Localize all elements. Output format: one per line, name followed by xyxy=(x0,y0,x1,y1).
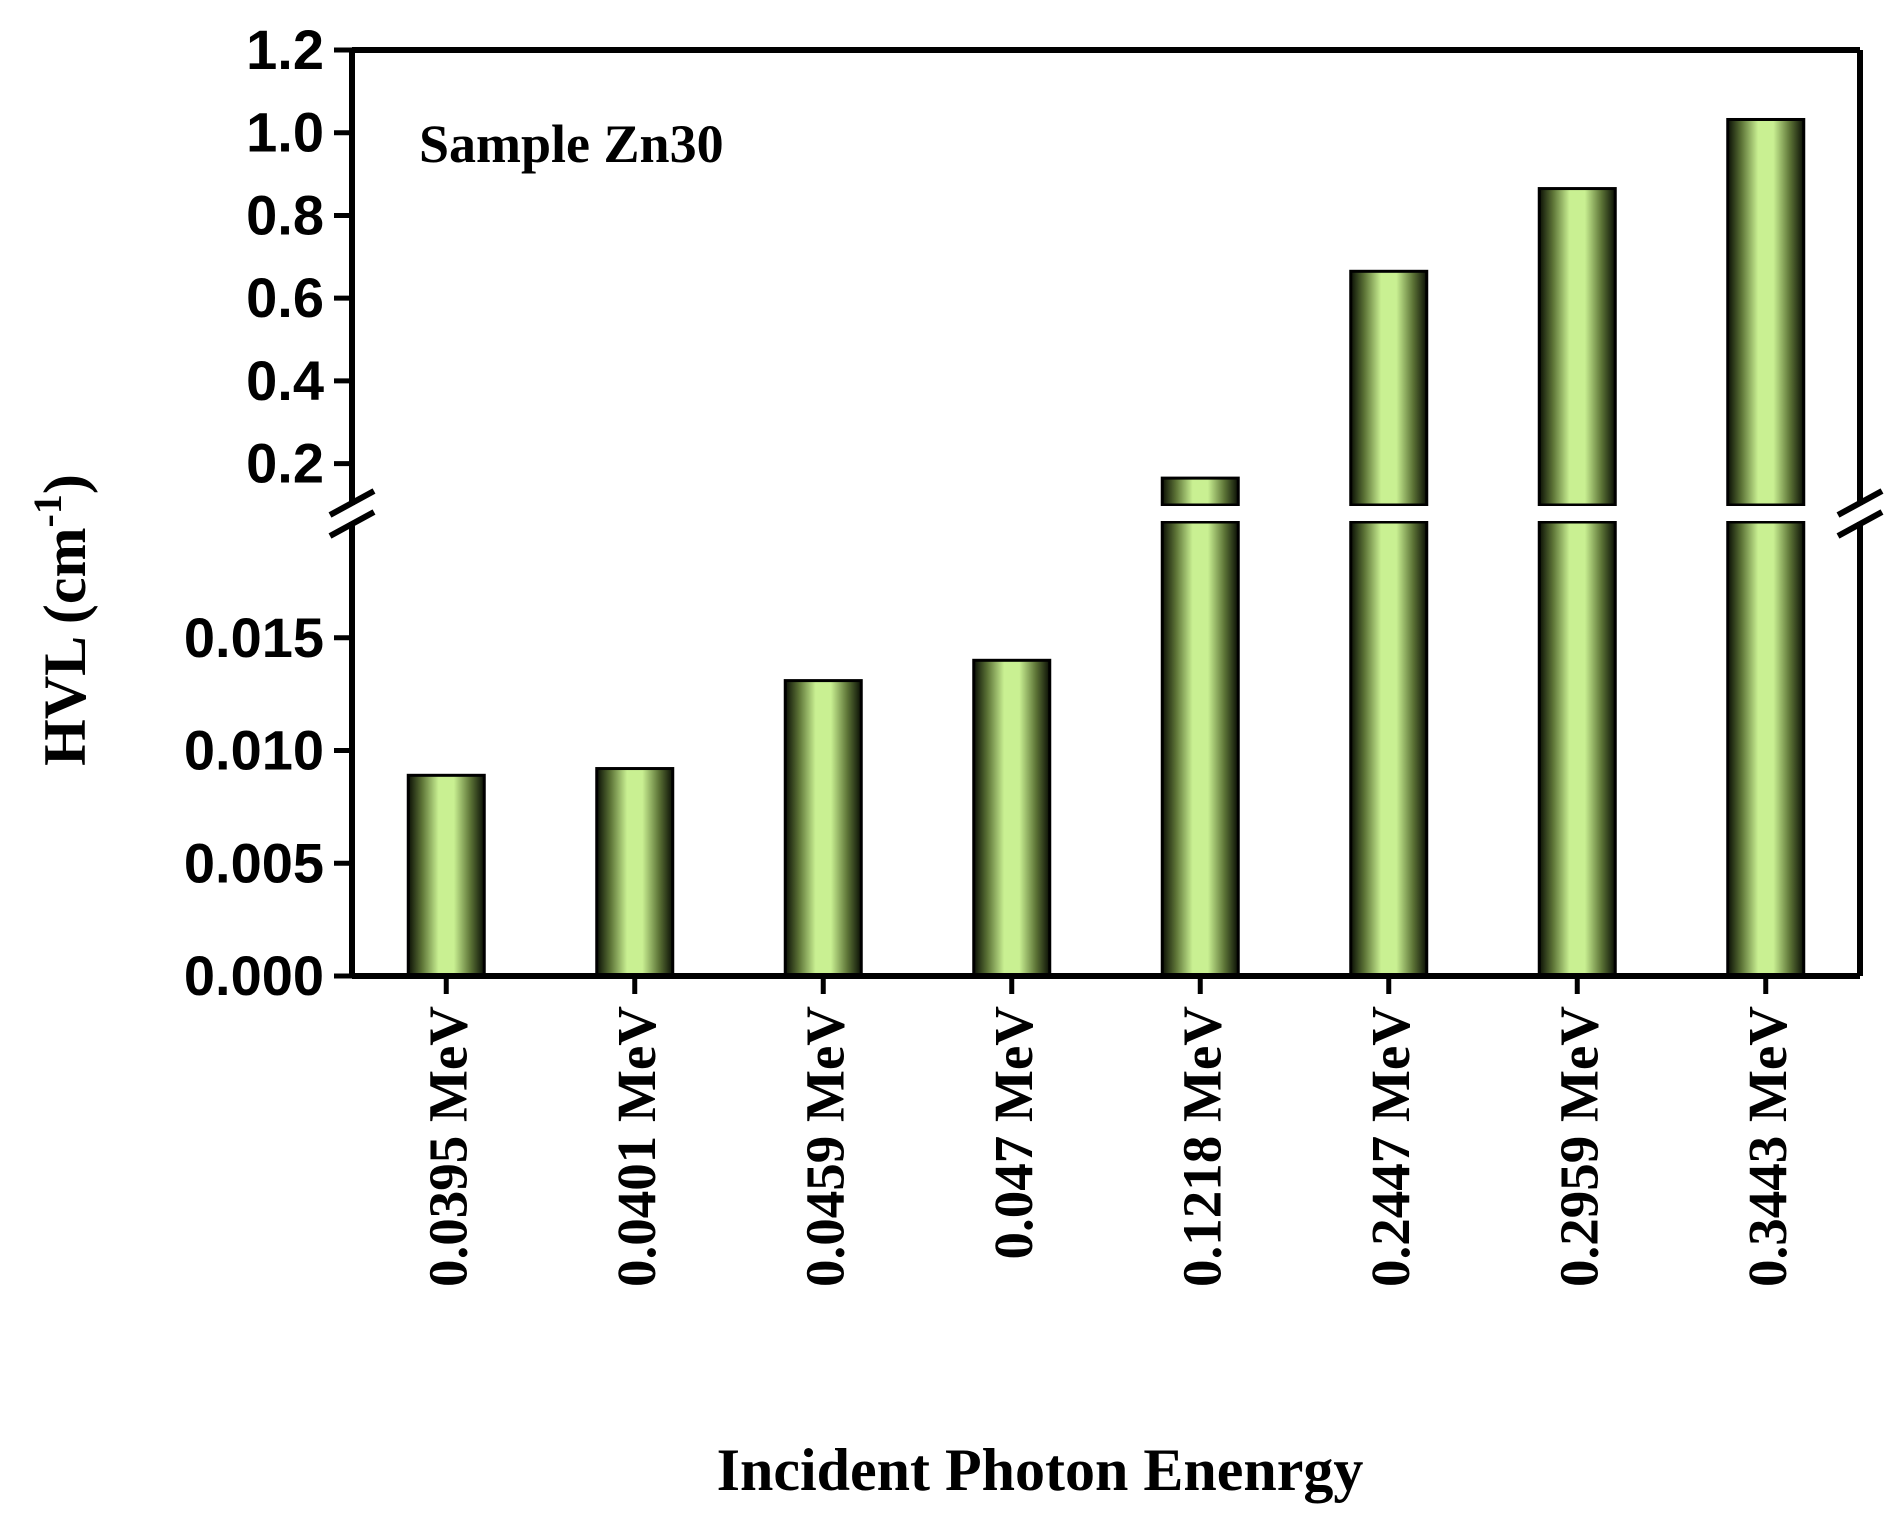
x-tick-label: 0.1218 MeV xyxy=(1171,1006,1232,1287)
y-tick-label: 0.8 xyxy=(246,183,324,246)
y-axis-title-superscript: -1 xyxy=(25,494,70,527)
bar-upper-segment xyxy=(1726,117,1806,507)
bar xyxy=(972,658,1052,978)
y-tick-label: 0.005 xyxy=(184,831,324,894)
y-tick-label: 0.010 xyxy=(184,719,324,782)
bar-upper-segment xyxy=(1160,476,1240,507)
y-tick-label: 1.2 xyxy=(246,18,324,81)
bar-lower-segment xyxy=(1349,520,1429,978)
y-tick-label: 0.2 xyxy=(246,432,324,495)
y-tick-label: 0.000 xyxy=(184,944,324,1007)
y-axis-title-main: HVL (cm xyxy=(32,528,98,766)
bar xyxy=(595,767,675,978)
axis-break-marker-left xyxy=(328,488,376,539)
axis-break-gap xyxy=(352,506,1860,521)
axis-break-marker-right xyxy=(1836,488,1884,539)
annotation-label: Sample Zn30 xyxy=(419,114,724,174)
y-tick-label: 0.015 xyxy=(184,606,324,669)
x-tick-label: 0.047 MeV xyxy=(983,1006,1044,1260)
x-tick-label: 0.0459 MeV xyxy=(794,1006,855,1287)
y-tick-label: 0.6 xyxy=(246,266,324,329)
y-tick-label: 0.4 xyxy=(246,349,324,412)
x-axis-title: Incident Photon Enenrgy xyxy=(717,1437,1364,1503)
y-axis-title-close: ) xyxy=(32,474,98,494)
x-tick-label: 0.0401 MeV xyxy=(606,1006,667,1287)
x-tick-label: 0.0395 MeV xyxy=(417,1006,478,1287)
bar-lower-segment xyxy=(1537,520,1617,978)
bar xyxy=(406,773,486,978)
bar xyxy=(783,679,863,978)
bar-lower-segment xyxy=(1160,520,1240,978)
bar-upper-segment xyxy=(1349,269,1429,507)
x-tick-label: 0.3443 MeV xyxy=(1737,1006,1798,1287)
bar-lower-segment xyxy=(1726,520,1806,978)
x-tick-label: 0.2447 MeV xyxy=(1360,1006,1421,1287)
y-tick-label: 1.0 xyxy=(246,101,324,164)
x-tick-label: 0.2959 MeV xyxy=(1548,1006,1609,1287)
bar-upper-segment xyxy=(1537,187,1617,507)
y-axis-title: HVL (cm-1) xyxy=(25,474,98,766)
